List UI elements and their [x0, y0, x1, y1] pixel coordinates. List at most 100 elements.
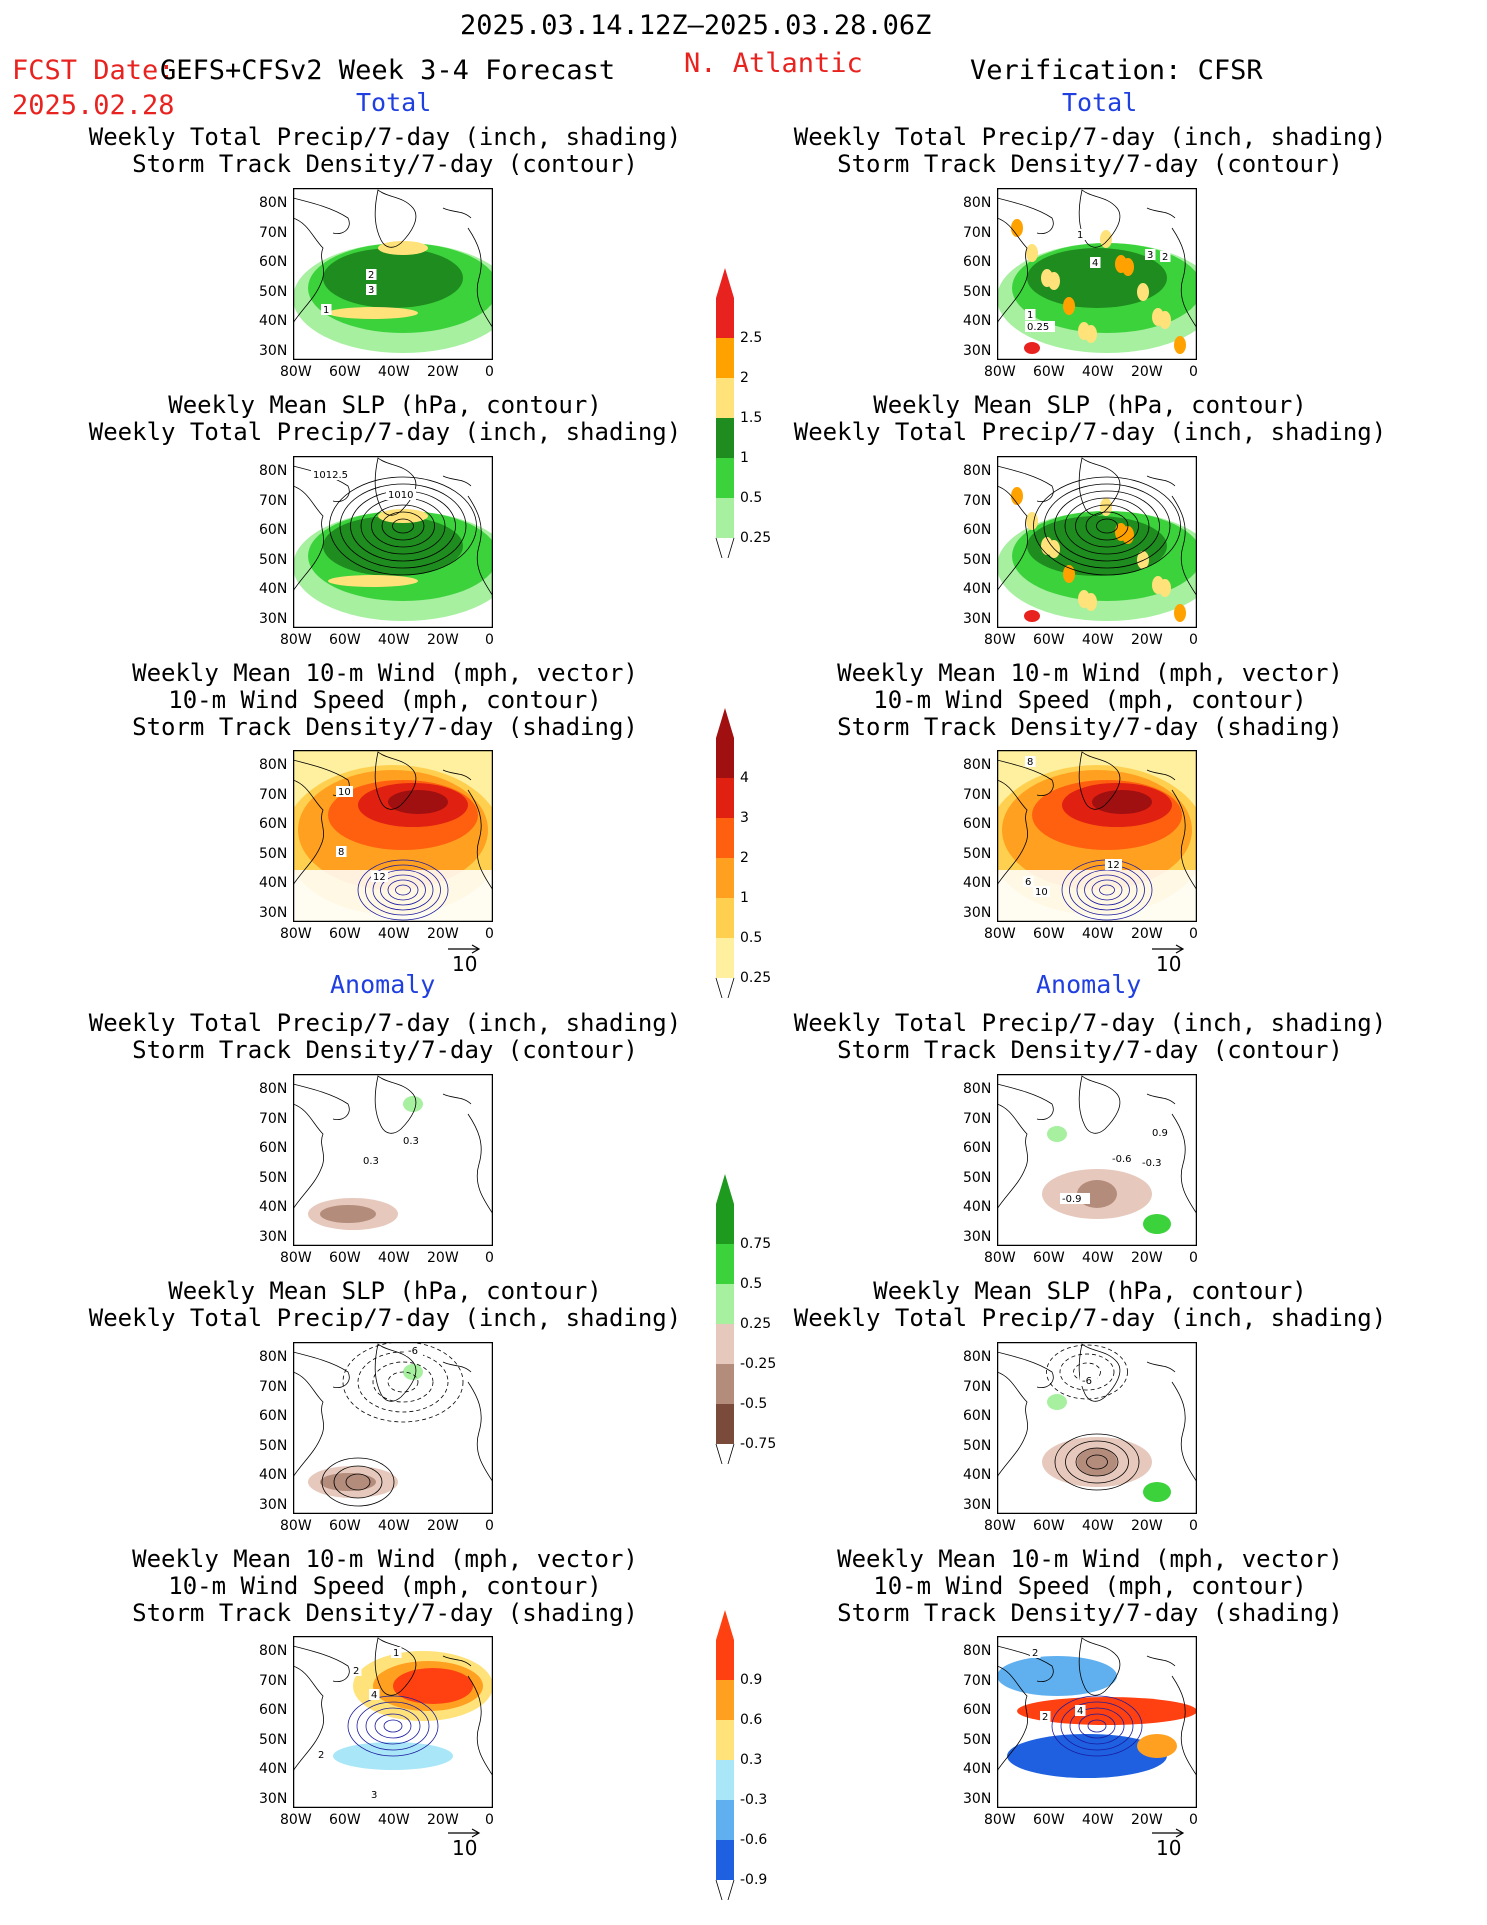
contour-label: 12	[1107, 860, 1120, 871]
contour-label: 1	[323, 305, 329, 316]
slp-anom-pos-contour-line	[333, 1465, 383, 1499]
title-l3: Weekly Mean 10-m Wind (mph, vector) 10-m …	[132, 659, 638, 741]
contour-label: 4	[371, 1690, 377, 1701]
lon-tick-label: 60W	[329, 1250, 361, 1266]
colorbar-tail	[715, 1443, 735, 1476]
storm-4	[1092, 790, 1152, 814]
colorbar-swatch	[716, 458, 734, 498]
precip-15	[1137, 551, 1149, 569]
lat-tick-label: 60N	[963, 254, 992, 270]
lon-tick-label: 0	[1189, 1518, 1198, 1534]
lon-tick-label: 80W	[984, 1518, 1016, 1534]
lon-tick-label: 40W	[1082, 1812, 1114, 1828]
lat-tick-label: 40N	[259, 1467, 288, 1483]
lon-tick-label: 40W	[378, 926, 410, 942]
contour-label: 8	[1027, 757, 1033, 768]
contour-label: 4	[1092, 258, 1098, 269]
precip-15	[1100, 230, 1112, 248]
wind-speed-contour-line	[1084, 874, 1130, 906]
title-l1: Weekly Total Precip/7-day (inch, shading…	[88, 123, 682, 178]
colorbar-graphic	[715, 268, 735, 570]
lat-tick-label: 60N	[259, 254, 288, 270]
contour-label-bg	[361, 1155, 385, 1166]
lon-tick-label: 0	[1189, 364, 1198, 380]
slp-anom-pos-contour-line	[1075, 1447, 1119, 1477]
precip-15	[1115, 255, 1127, 273]
map-slp-precip-total-forecast: 1012.5 1010	[293, 456, 493, 628]
contour-label: 3	[368, 285, 374, 296]
precip-15	[1026, 512, 1038, 530]
lat-tick-label: 50N	[963, 1437, 992, 1454]
precip-15	[1100, 498, 1112, 516]
lat-tick-label: 70N	[259, 786, 288, 803]
colorbar-swatch	[716, 338, 734, 378]
coastline	[293, 1075, 493, 1215]
lat-tick-label: 80N	[963, 463, 992, 479]
slp-contour-line	[371, 504, 435, 548]
map-wind-storm-total-verification: 8 12 6 10	[997, 750, 1197, 922]
lon-tick-label: 80W	[280, 364, 312, 380]
contour-label-bg	[1033, 886, 1050, 897]
coastline	[997, 457, 1197, 597]
vector-ref-arrow-icon	[1152, 1828, 1185, 1838]
lon-tick-label: 60W	[329, 364, 361, 380]
lat-tick-label: 30N	[259, 610, 288, 627]
contour-label-bg	[1025, 309, 1036, 320]
colorbar-swatch	[716, 1284, 734, 1324]
coastline	[997, 751, 1197, 891]
colorbar-tail	[715, 537, 735, 570]
vector-ref-arrow-icon	[448, 1828, 481, 1838]
colorbar-swatch	[716, 1324, 734, 1364]
lat-tick-label: 60N	[259, 1408, 288, 1424]
contour-label-bg	[391, 1647, 402, 1658]
slp-contour-line	[1075, 504, 1139, 548]
map-wind-storm-anomaly-verification: 2 2 4	[997, 1636, 1197, 1808]
colorbar-swatch	[716, 498, 734, 538]
map-slp-precip-anomaly-verification: -6	[997, 1342, 1197, 1514]
contour-label: -0.9	[1062, 1194, 1082, 1205]
lon-tick-label: 40W	[378, 1250, 410, 1266]
colorbar-swatch	[716, 818, 734, 858]
contour-label-bg	[1040, 1711, 1051, 1722]
slp-anom-pos-contour-line	[1086, 1454, 1108, 1470]
storm-anom-neg06	[997, 1656, 1117, 1696]
contour-label: 1	[1027, 310, 1033, 321]
lon-tick-label: 0	[1189, 632, 1198, 648]
wind-speed-contour-line	[1099, 884, 1115, 896]
colorbar-graphic	[715, 1174, 735, 1476]
lat-tick-label: 70N	[963, 1378, 992, 1395]
lat-tick-label: 60N	[259, 522, 288, 538]
title-r6: Weekly Mean 10-m Wind (mph, vector) 10-m …	[837, 1545, 1343, 1627]
slp-anom-pos-contour-line	[1054, 1433, 1140, 1491]
region-label: N. Atlantic	[684, 48, 863, 79]
precip-anom-pos	[403, 1364, 423, 1380]
lat-tick-label: 50N	[259, 551, 288, 568]
coastline	[293, 457, 493, 597]
contour-label: 2	[318, 1750, 324, 1761]
precip-15	[1041, 537, 1053, 555]
contour-label: 3	[371, 1790, 377, 1801]
precip-anom-neg2	[1077, 1448, 1117, 1476]
title-l2: Weekly Mean SLP (hPa, contour) Weekly Tot…	[88, 391, 682, 446]
lat-tick-label: 80N	[963, 1349, 992, 1365]
lon-tick-label: 20W	[427, 1250, 459, 1266]
lon-tick-label: 20W	[427, 364, 459, 380]
contour-label-bg	[1160, 251, 1171, 262]
slp-contour-line	[1043, 483, 1171, 569]
lat-tick-label: 80N	[259, 1349, 288, 1365]
lat-tick-label: 40N	[963, 1199, 992, 1215]
contour-label: 2	[1032, 1648, 1038, 1659]
colorbar-swatch	[716, 1244, 734, 1284]
precip-15	[378, 241, 428, 255]
map-frame	[293, 1636, 493, 1808]
precip-15	[1078, 322, 1090, 340]
lon-tick-label: 20W	[427, 926, 459, 942]
slp-anom-pos-contour-line	[321, 1457, 395, 1507]
lat-tick-label: 70N	[259, 224, 288, 241]
lat-tick-label: 70N	[963, 492, 992, 509]
contour-label: 2	[1042, 1712, 1048, 1723]
lat-tick-label: 60N	[259, 1702, 288, 1718]
map-frame	[997, 1342, 1197, 1514]
section-total-right: Total	[1062, 88, 1138, 117]
wind-speed-contour-line	[374, 1713, 412, 1739]
